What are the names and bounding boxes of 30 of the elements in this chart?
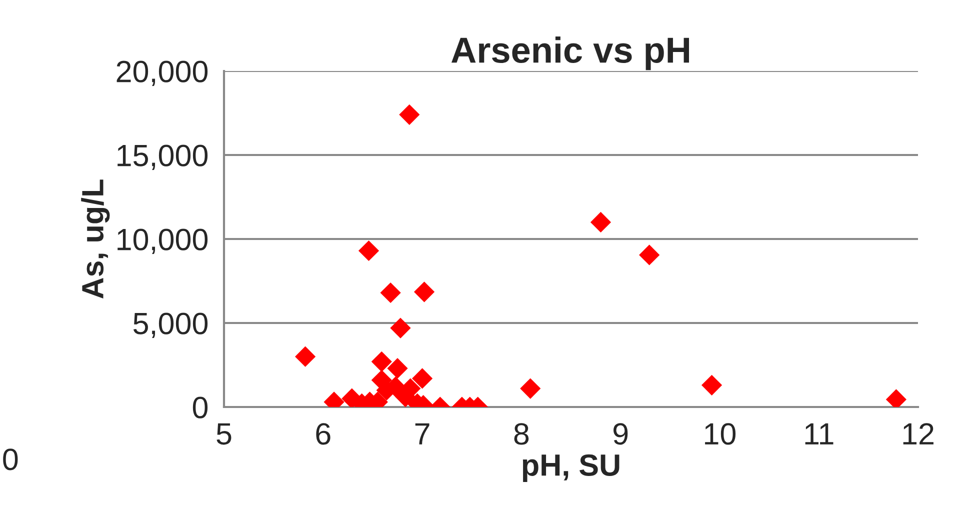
x-tick-label: 8 (514, 423, 529, 445)
point (387, 358, 408, 379)
x-tick-label: 11 (805, 423, 834, 444)
x-tick-label: 6 (316, 423, 330, 445)
y-axis-title: As, ug/L (81, 180, 110, 298)
chart-title: Arsenic vs pH (451, 36, 689, 70)
point (294, 346, 316, 367)
y-tick-label: 5,000 (133, 312, 208, 338)
point (399, 104, 420, 125)
point (701, 374, 722, 396)
point (412, 368, 433, 389)
point (390, 318, 411, 338)
point (590, 212, 612, 232)
x-tick-label: 7 (415, 423, 430, 444)
point (414, 282, 435, 302)
y-tick-label: 15,000 (118, 144, 208, 170)
point (520, 378, 541, 399)
point (358, 240, 380, 262)
x-tick-label: 9 (614, 423, 628, 445)
y-tick-label: 20,000 (116, 60, 208, 86)
x-axis-title: pH, SU (522, 454, 620, 482)
x-tick-label: 12 (903, 423, 934, 444)
text: 0 (3, 448, 18, 470)
point (371, 351, 392, 372)
point (380, 282, 401, 304)
point (639, 244, 660, 266)
x-tick-label: 10 (705, 423, 736, 445)
y-tick-label: 10,000 (118, 228, 208, 254)
x-tick-label: 5 (216, 423, 232, 445)
y-tick-label: 0 (192, 396, 208, 418)
